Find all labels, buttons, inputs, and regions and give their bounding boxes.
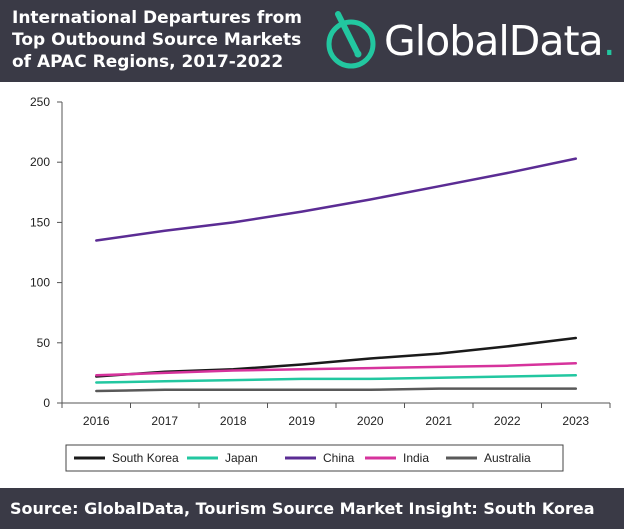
x-tick-label: 2017: [151, 414, 178, 428]
globaldata-mark-icon: [326, 11, 376, 69]
legend-label-india: India: [403, 451, 429, 465]
brand-name: GlobalData: [384, 16, 604, 65]
x-tick-label: 2019: [288, 414, 315, 428]
y-tick-label: 0: [43, 396, 50, 410]
series-line-china: [95, 157, 578, 242]
y-tick-label: 150: [30, 215, 50, 229]
x-tick-label: 2016: [83, 414, 110, 428]
globaldata-logo: GlobalData.: [322, 10, 616, 72]
legend-label-south-korea: South Korea: [112, 451, 179, 465]
title-line: of APAC Regions, 2017-2022: [12, 52, 284, 72]
legend: South Korea Japan China India Australia: [74, 451, 531, 465]
title-line: Top Outbound Source Markets: [12, 30, 302, 50]
legend-label-china: China: [323, 451, 355, 465]
x-tick-label: 2023: [562, 414, 589, 428]
x-tick-label: 2022: [494, 414, 521, 428]
legend-label-japan: Japan: [225, 451, 258, 465]
series-line-south-korea: [95, 336, 578, 378]
y-tick-label: 50: [37, 336, 51, 350]
y-tick-label: 250: [30, 95, 50, 109]
y-tick-label: 200: [30, 155, 50, 169]
source-footer: Source: GlobalData, Tourism Source Marke…: [0, 488, 624, 529]
series-line-japan: [95, 374, 578, 384]
title-line: International Departures from: [12, 8, 303, 28]
series-line-australia: [95, 387, 578, 393]
series-lines: [95, 157, 578, 393]
y-tick-label: 100: [30, 276, 50, 290]
x-tick-label: 2018: [220, 414, 247, 428]
x-tick-label: 2020: [357, 414, 384, 428]
x-tick-label: 2021: [425, 414, 452, 428]
line-chart: 0 50 100 150 200 250 2016 2017 2018 2019 2020 2021…: [30, 95, 611, 472]
brand-dot: .: [602, 16, 616, 65]
chart-title: International Departures from Top Outbou…: [12, 7, 312, 73]
series-line-india: [95, 362, 578, 377]
x-axis-ticks: 2016 2017 2018 2019 2020 2021 2022 2023: [61, 403, 611, 428]
y-axis-ticks: 0 50 100 150 200 250: [30, 95, 62, 410]
header-bar: International Departures from Top Outbou…: [0, 0, 624, 82]
legend-label-australia: Australia: [484, 451, 531, 465]
